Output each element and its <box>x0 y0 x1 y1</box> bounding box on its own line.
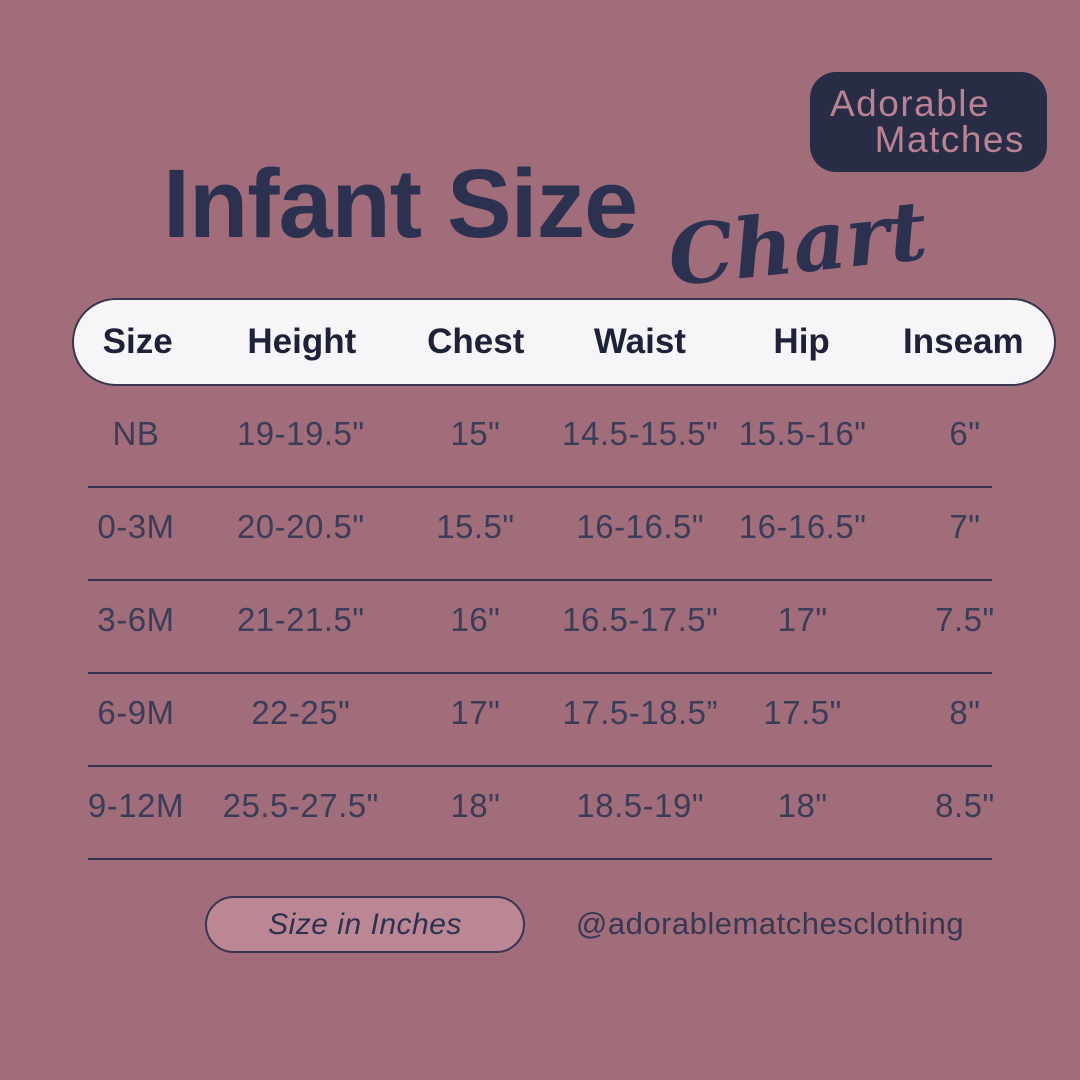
cell-inseam: 8.5" <box>935 786 995 824</box>
row-divider <box>88 579 992 581</box>
cell-waist: 17.5-18.5” <box>562 693 718 731</box>
cell-size: 0-3M <box>97 507 175 545</box>
cell-chest: 18" <box>450 786 501 824</box>
column-header-chest: Chest <box>427 322 525 361</box>
size-in-inches-label: Size in Inches <box>268 907 462 941</box>
column-header-inseam: Inseam <box>903 322 1024 361</box>
brand-logo-line2: Matches <box>874 119 1025 160</box>
cell-hip: 15.5-16" <box>738 414 867 452</box>
column-header-size: Size <box>102 322 173 361</box>
cell-waist: 14.5-15.5" <box>562 414 719 452</box>
cell-hip: 16-16.5" <box>738 507 867 545</box>
page-title: Infant Size <box>163 149 638 258</box>
cell-waist: 18.5-19" <box>576 786 705 824</box>
cell-chest: 15.5" <box>436 507 515 545</box>
cell-height: 22-25" <box>251 693 351 731</box>
cell-hip: 18" <box>777 786 828 824</box>
cell-waist: 16-16.5" <box>576 507 705 545</box>
table-row: 0-3M 20-20.5" 15.5" 16-16.5" 16-16.5" 7" <box>72 466 1056 581</box>
column-header-hip: Hip <box>773 322 830 361</box>
row-divider <box>88 765 992 767</box>
cell-size: 6-9M <box>97 693 175 731</box>
cell-hip: 17" <box>777 600 828 638</box>
brand-logo-line1: Adorable <box>830 83 991 124</box>
social-handle: @adorablematchesclothing <box>575 906 965 941</box>
cell-height: 20-20.5" <box>236 507 365 545</box>
cell-chest: 16" <box>450 600 501 638</box>
cell-inseam: 8" <box>949 693 981 731</box>
table-row: 3-6M 21-21.5" 16" 16.5-17.5" 17" 7.5" <box>72 559 1056 674</box>
table-row: 9-12M 25.5-27.5" 18" 18.5-19" 18" 8.5" <box>72 745 1056 860</box>
table-header-row: Size Height Chest Waist Hip Inseam <box>72 298 1056 386</box>
cell-inseam: 7.5" <box>935 600 995 638</box>
page-title-script: Chart <box>663 182 932 306</box>
cell-size: NB <box>112 414 160 452</box>
row-divider <box>88 858 992 860</box>
row-divider <box>88 486 992 488</box>
brand-logo: Adorable Matches <box>810 72 1047 172</box>
cell-chest: 17" <box>450 693 501 731</box>
column-header-waist: Waist <box>593 322 686 361</box>
cell-size: 9-12M <box>87 786 184 824</box>
cell-height: 25.5-27.5" <box>222 786 379 824</box>
size-table-body: NB 19-19.5" 15" 14.5-15.5" 15.5-16" 6" 0… <box>72 373 1056 860</box>
column-header-height: Height <box>247 322 357 361</box>
cell-hip: 17.5" <box>763 693 842 731</box>
table-row: 6-9M 22-25" 17" 17.5-18.5” 17.5" 8" <box>72 652 1056 767</box>
cell-size: 3-6M <box>97 600 175 638</box>
table-row: NB 19-19.5" 15" 14.5-15.5" 15.5-16" 6" <box>72 373 1056 488</box>
cell-height: 21-21.5" <box>236 600 365 638</box>
cell-chest: 15" <box>450 414 501 452</box>
cell-height: 19-19.5" <box>236 414 365 452</box>
row-divider <box>88 672 992 674</box>
size-in-inches-badge: Size in Inches <box>205 896 525 953</box>
cell-inseam: 7" <box>949 507 981 545</box>
cell-inseam: 6" <box>949 414 981 452</box>
cell-waist: 16.5-17.5" <box>562 600 719 638</box>
